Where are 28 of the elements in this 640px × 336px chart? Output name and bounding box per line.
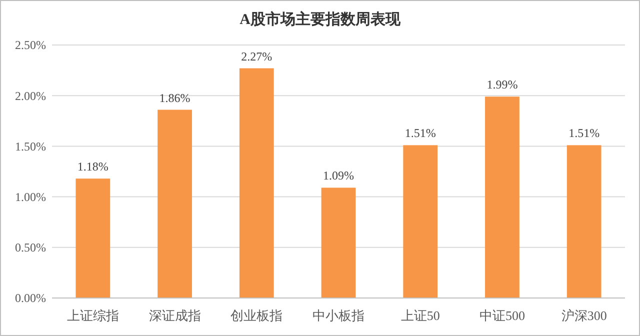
data-label: 1.86% [159, 90, 190, 105]
data-label: 2.27% [241, 49, 272, 64]
y-tick-label: 0.50% [15, 240, 46, 255]
x-tick-label: 上证50 [400, 308, 440, 323]
data-label: 1.99% [486, 78, 518, 92]
bar [321, 188, 356, 298]
x-tick-label: 沪深300 [561, 308, 607, 323]
x-tick-label: 上证综指 [66, 308, 119, 323]
y-tick-label: 2.00% [15, 88, 46, 103]
bar [76, 178, 110, 298]
y-tick-label: 2.50% [15, 38, 46, 52]
data-label: 1.09% [323, 168, 354, 183]
bar [403, 145, 438, 298]
x-tick-label: 中证500 [479, 308, 525, 323]
x-tick-label: 创业板指 [230, 308, 283, 323]
bar [158, 110, 192, 298]
chart-title: A股市场主要指数周表现 [240, 10, 402, 28]
data-label: 1.51% [568, 126, 600, 140]
x-tick-label: 中小板指 [312, 308, 364, 323]
data-label: 1.51% [404, 126, 436, 140]
bar [485, 96, 520, 298]
y-tick-label: 1.00% [15, 190, 46, 204]
data-label: 1.18% [77, 160, 108, 174]
x-tick-label: 深证成指 [148, 308, 201, 323]
bar [239, 68, 274, 298]
y-tick-label: 1.50% [15, 139, 46, 154]
y-tick-label: 0.00% [15, 291, 46, 306]
bar [566, 145, 602, 298]
